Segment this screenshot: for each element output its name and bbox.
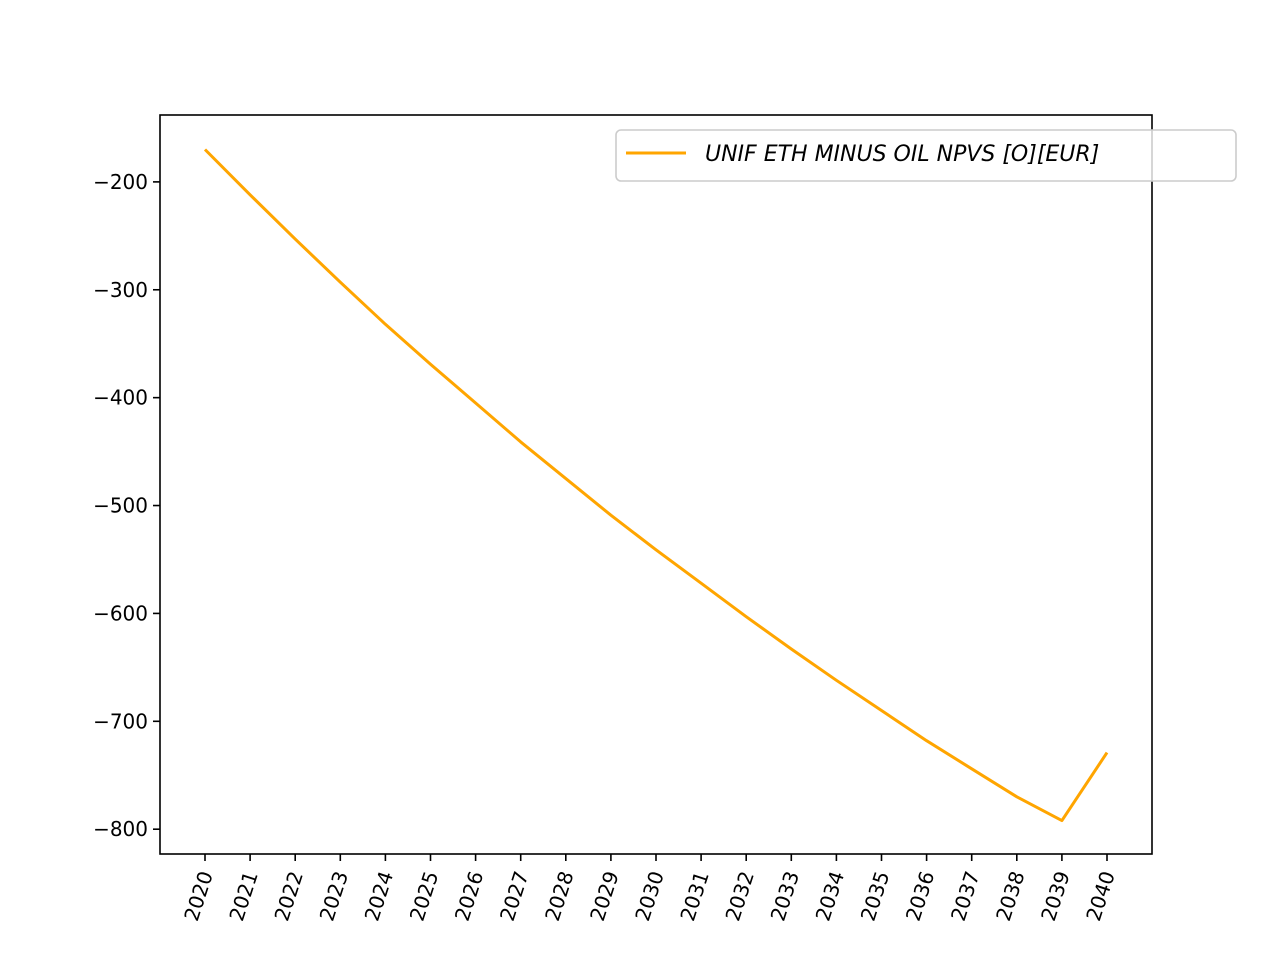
legend: UNIF ETH MINUS OIL NPVS [O][EUR] bbox=[615, 129, 1237, 182]
y-tick-label: −800 bbox=[93, 817, 148, 841]
legend-label: UNIF ETH MINUS OIL NPVS [O][EUR] bbox=[705, 142, 1099, 167]
y-axis: −200 −300 −400 −500 −600 −700 −800 bbox=[93, 170, 160, 841]
series-line bbox=[203, 148, 1109, 823]
y-tick-label: −200 bbox=[93, 170, 148, 194]
y-tick-label: −700 bbox=[93, 709, 148, 733]
y-tick-label: −500 bbox=[93, 494, 148, 518]
y-tick-label: −400 bbox=[93, 386, 148, 410]
plot-frame bbox=[159, 114, 1153, 855]
legend-box bbox=[615, 129, 1237, 182]
y-tick-label: −300 bbox=[93, 278, 148, 302]
series-layer bbox=[203, 148, 1109, 823]
y-tick-label: −600 bbox=[93, 601, 148, 625]
